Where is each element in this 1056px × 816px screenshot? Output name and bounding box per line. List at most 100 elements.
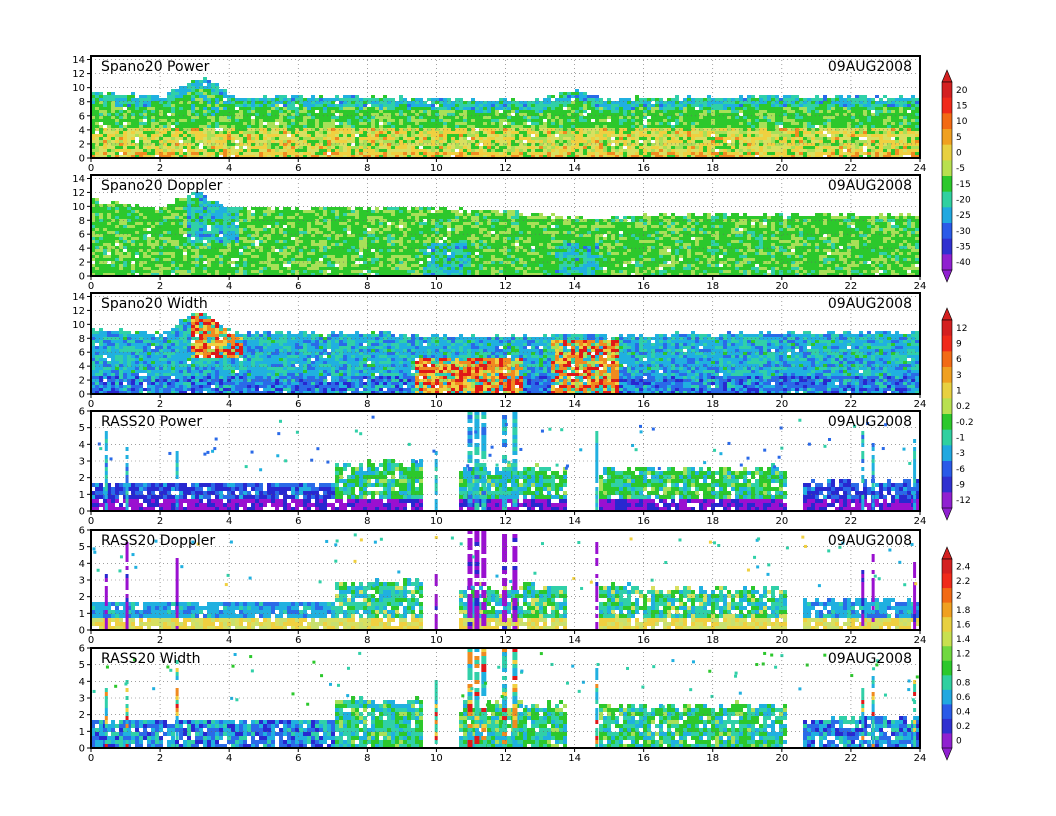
colorbar-swatch [942, 335, 952, 352]
y-tick-label: 4 [79, 559, 85, 570]
colorbar-swatch [942, 144, 952, 161]
x-tick-label: 8 [364, 516, 370, 527]
y-tick-label: 0 [79, 744, 85, 755]
heatmap-cells [91, 313, 920, 394]
x-tick-label: 12 [499, 516, 512, 527]
y-tick-label: 5 [79, 423, 85, 434]
x-tick-label: 18 [706, 163, 719, 174]
y-tick-label: 6 [79, 644, 85, 655]
colorbar-swatch [942, 445, 952, 462]
x-tick-label: 22 [845, 399, 858, 410]
colorbar-1: 20 15 10 5 0 -5 -15 -20 -25 -30 -35 -40 [941, 69, 971, 283]
colorbar-swatch [942, 461, 952, 478]
colorbar-label: 1.4 [956, 635, 971, 645]
colorbar-label: 0.8 [956, 679, 971, 689]
y-tick-label: 0 [79, 507, 85, 518]
y-tick-label: 1 [79, 490, 85, 501]
y-tick-label: 8 [79, 216, 85, 227]
colorbar-label: 2.2 [956, 577, 970, 587]
y-tick-label: 10 [72, 202, 85, 213]
colorbar-label: 1 [956, 387, 962, 397]
y-tick-label: 3 [79, 457, 85, 468]
x-tick-label: 0 [88, 163, 94, 174]
x-tick-label: 22 [845, 163, 858, 174]
x-tick-label: 0 [88, 753, 94, 764]
panel-title: RASS20 Doppler [101, 533, 215, 549]
x-tick-label: 2 [157, 163, 163, 174]
y-tick-label: 6 [79, 230, 85, 241]
y-tick-label: 4 [79, 440, 85, 451]
heatmap-cells [91, 77, 920, 158]
colorbar-label: 3 [956, 371, 962, 381]
colorbar-swatch [942, 382, 952, 399]
y-tick-label: 4 [79, 362, 85, 373]
y-tick-label: 2 [79, 258, 85, 269]
colorbar-swatch [942, 573, 952, 589]
x-tick-label: 4 [226, 635, 232, 646]
x-tick-label: 6 [295, 163, 301, 174]
panel-date: 09AUG2008 [828, 651, 912, 667]
x-tick-label: 8 [364, 399, 370, 410]
colorbar-label: -9 [956, 481, 965, 491]
x-tick-label: 4 [226, 516, 232, 527]
colorbar-swatch [942, 646, 952, 662]
y-tick-label: 4 [79, 125, 85, 136]
colorbar-label: 20 [956, 86, 968, 96]
x-tick-label: 24 [914, 635, 927, 646]
colorbar-top-arrow [941, 69, 953, 83]
y-tick-label: 6 [79, 407, 85, 418]
x-tick-label: 14 [568, 753, 581, 764]
colorbar-label: 9 [956, 340, 962, 350]
y-tick-label: 10 [72, 83, 85, 94]
colorbar-label: 1.2 [956, 650, 970, 660]
x-tick-label: 2 [157, 753, 163, 764]
x-tick-label: 12 [499, 163, 512, 174]
colorbar-label: 12 [956, 324, 967, 334]
x-tick-label: 10 [430, 516, 443, 527]
colorbar-swatch [942, 254, 952, 271]
y-tick-label: 5 [79, 660, 85, 671]
x-tick-label: 12 [499, 281, 512, 292]
colorbar-label: -30 [956, 227, 971, 237]
y-tick-label: 2 [79, 473, 85, 484]
y-tick-label: 10 [72, 320, 85, 331]
colorbar-label: 0.6 [956, 693, 971, 703]
x-tick-label: 12 [499, 635, 512, 646]
colorbar-frame [941, 558, 953, 749]
panel-date: 09AUG2008 [828, 296, 912, 312]
colorbar-frame [941, 319, 953, 509]
colorbar-swatch [942, 689, 952, 705]
colorbar-swatch [942, 82, 952, 99]
colorbar-swatch [942, 351, 952, 368]
x-tick-label: 14 [568, 516, 581, 527]
x-tick-label: 10 [430, 635, 443, 646]
colorbar-label: 0.4 [956, 708, 971, 718]
x-tick-label: 10 [430, 163, 443, 174]
x-tick-label: 14 [568, 163, 581, 174]
y-tick-label: 14 [72, 174, 85, 185]
y-tick-label: 1 [79, 727, 85, 738]
colorbar-swatch [942, 191, 952, 208]
heatmap-cells [91, 192, 920, 276]
x-tick-label: 20 [775, 516, 788, 527]
y-tick-label: 2 [79, 376, 85, 387]
colorbar-swatch [942, 320, 952, 337]
colorbar-label: -12 [956, 496, 971, 506]
x-tick-label: 4 [226, 281, 232, 292]
x-tick-label: 6 [295, 281, 301, 292]
x-tick-label: 0 [88, 516, 94, 527]
colorbar-label: 2.4 [956, 562, 971, 572]
y-tick-label: 0 [79, 626, 85, 637]
y-tick-label: 0 [79, 390, 85, 401]
colorbar-swatch [942, 733, 952, 749]
y-tick-label: 12 [72, 69, 85, 80]
x-tick-label: 16 [637, 635, 650, 646]
colorbar-swatch [942, 588, 952, 604]
y-tick-label: 1 [79, 609, 85, 620]
x-tick-label: 6 [295, 635, 301, 646]
colorbar-frame [941, 81, 953, 271]
colorbar-label: 1 [956, 664, 962, 674]
